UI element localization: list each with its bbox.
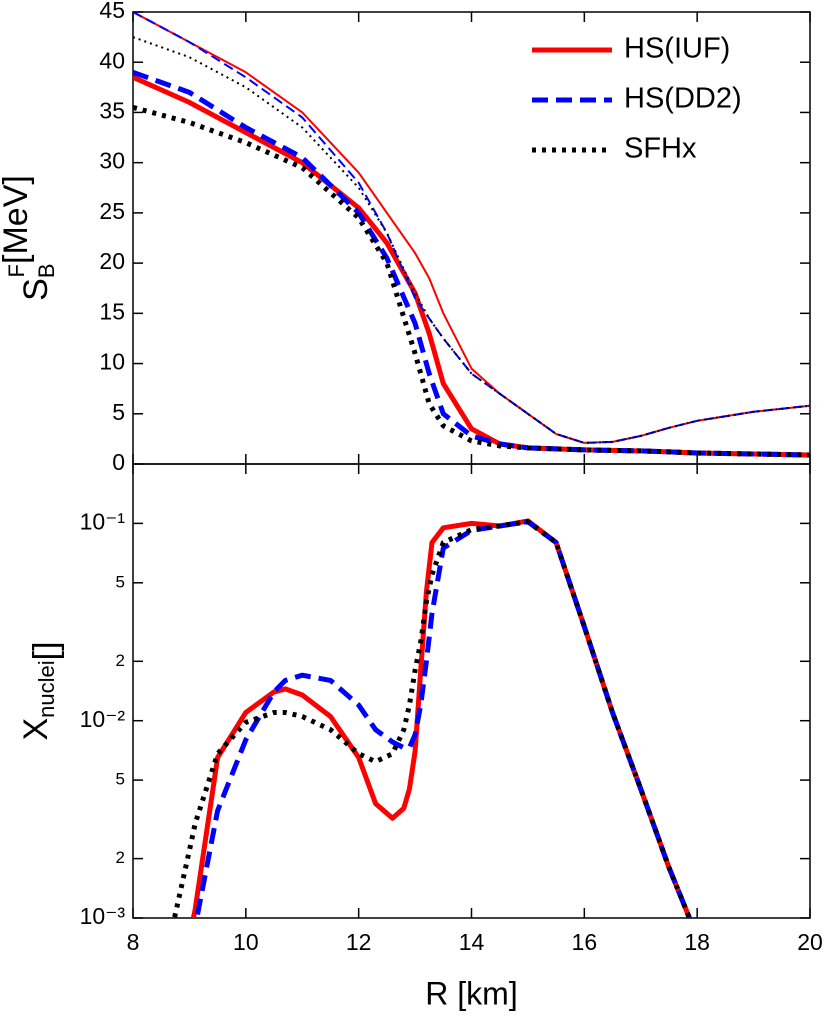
series-line xyxy=(133,69,810,458)
x-tick-label: 18 xyxy=(684,929,710,955)
y-axis-label: Xnuclei[] xyxy=(17,641,65,740)
series-line xyxy=(190,518,693,918)
x-tick-label: 20 xyxy=(797,929,823,955)
x-tick-label: 12 xyxy=(346,929,372,955)
y-tick-label: 30 xyxy=(99,148,125,174)
series-line xyxy=(194,519,693,918)
y-tick-label: 2 xyxy=(116,848,125,867)
y-tick-label: 10⁻¹ xyxy=(80,508,126,534)
y-label-main: S xyxy=(17,278,55,301)
series-line xyxy=(133,12,810,444)
x-tick-label: 14 xyxy=(459,929,485,955)
y-tick-label: 0 xyxy=(112,449,125,475)
y-tick-label: 5 xyxy=(116,770,125,789)
y-tick-label: 10⁻³ xyxy=(80,903,126,929)
plot-area xyxy=(171,518,693,918)
y-label-main: X xyxy=(17,718,55,741)
y-label-sub: B xyxy=(34,263,59,278)
y-tick-label: 5 xyxy=(112,399,125,425)
y-label-unit: [] xyxy=(27,641,65,660)
y-tick-label: 40 xyxy=(99,47,125,73)
y-tick-label: 5 xyxy=(116,572,125,591)
series-line xyxy=(133,36,810,444)
y-axis-label: SBF[MeV] xyxy=(0,175,59,301)
y-tick-label: 10⁻² xyxy=(80,706,126,732)
legend-label: HS(IUF) xyxy=(624,33,730,65)
y-label-sup: F xyxy=(4,264,29,277)
legend-label: SFHx xyxy=(624,133,697,165)
series-line xyxy=(133,104,810,458)
plot-frame xyxy=(132,11,811,465)
y-label-unit: [MeV] xyxy=(0,175,35,264)
series-line xyxy=(133,75,810,458)
y-tick-label: 15 xyxy=(99,298,125,324)
y-tick-label: 2 xyxy=(116,651,125,670)
plot-area xyxy=(133,12,810,458)
x-tick-label: 16 xyxy=(572,929,598,955)
legend-label: HS(DD2) xyxy=(624,83,742,115)
y-tick-label: 45 xyxy=(99,0,125,23)
x-tick-label: 10 xyxy=(233,929,259,955)
y-tick-label: 25 xyxy=(99,198,125,224)
series-line xyxy=(133,12,810,444)
y-tick-label: 10 xyxy=(99,349,125,375)
x-axis-label: R [km] xyxy=(425,975,517,1011)
y-label-sub: nuclei xyxy=(34,660,59,717)
x-tick-label: 8 xyxy=(127,929,140,955)
series-line xyxy=(171,519,693,918)
y-tick-label: 35 xyxy=(99,98,125,124)
y-tick-label: 20 xyxy=(99,248,125,274)
